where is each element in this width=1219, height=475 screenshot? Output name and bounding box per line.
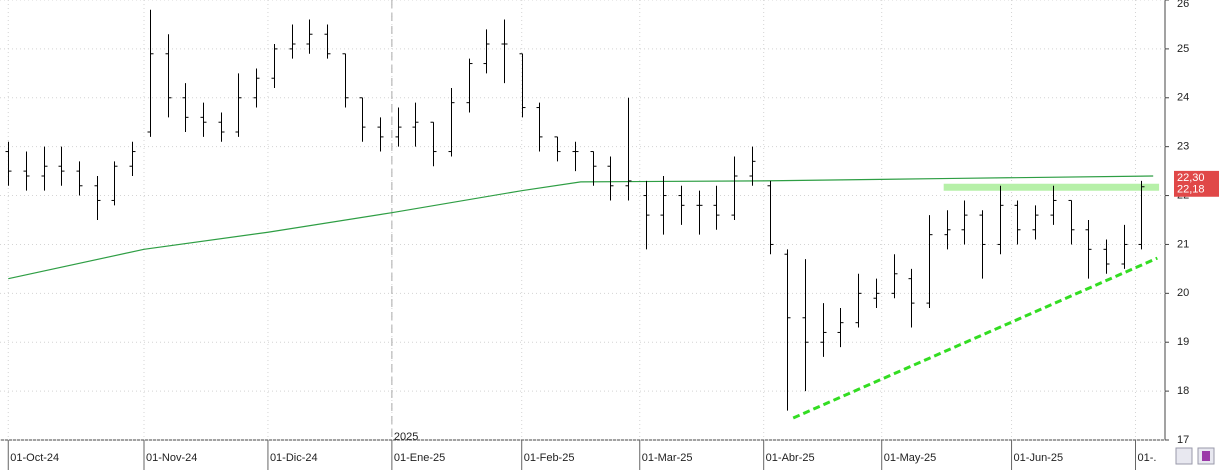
y-tick-label: 21 — [1177, 238, 1189, 250]
price-tag — [1174, 170, 1219, 185]
save-icon — [1202, 451, 1210, 461]
y-tick-label: 17 — [1177, 434, 1189, 446]
price-tag-label: 22,18 — [1177, 184, 1205, 196]
x-tick-label: 01-Mar-25 — [642, 452, 693, 464]
moving-average — [8, 175, 1154, 280]
y-tick-label: 18 — [1177, 385, 1189, 397]
x-tick-label: 01-Dic-24 — [270, 452, 318, 464]
y-tick-label: 24 — [1177, 92, 1189, 104]
price-tag — [1174, 182, 1219, 197]
y-tick-label: 25 — [1177, 43, 1189, 55]
year-label: 2025 — [394, 431, 418, 443]
x-tick-label: 01-Ene-25 — [394, 452, 445, 464]
x-tick-label: 01-Oct-24 — [10, 452, 59, 464]
x-tick-label: 01-May-25 — [884, 452, 937, 464]
y-tick-label: 23 — [1177, 141, 1189, 153]
price-tag-label: 22,30 — [1177, 172, 1205, 184]
x-tick-label: 01-Jun-25 — [1014, 452, 1064, 464]
y-tick-label: 20 — [1177, 287, 1189, 299]
y-tick-label: 26 — [1177, 0, 1189, 10]
x-tick-label: 01-Feb-25 — [524, 452, 575, 464]
y-tick-label: 19 — [1177, 336, 1189, 348]
x-tick-label: 01-Nov-24 — [146, 452, 197, 464]
x-tick-label: 01-. — [1137, 452, 1156, 464]
x-tick-label: 01-Abr-25 — [766, 452, 815, 464]
trendline — [792, 256, 1158, 420]
scroll-button[interactable] — [1175, 447, 1193, 465]
